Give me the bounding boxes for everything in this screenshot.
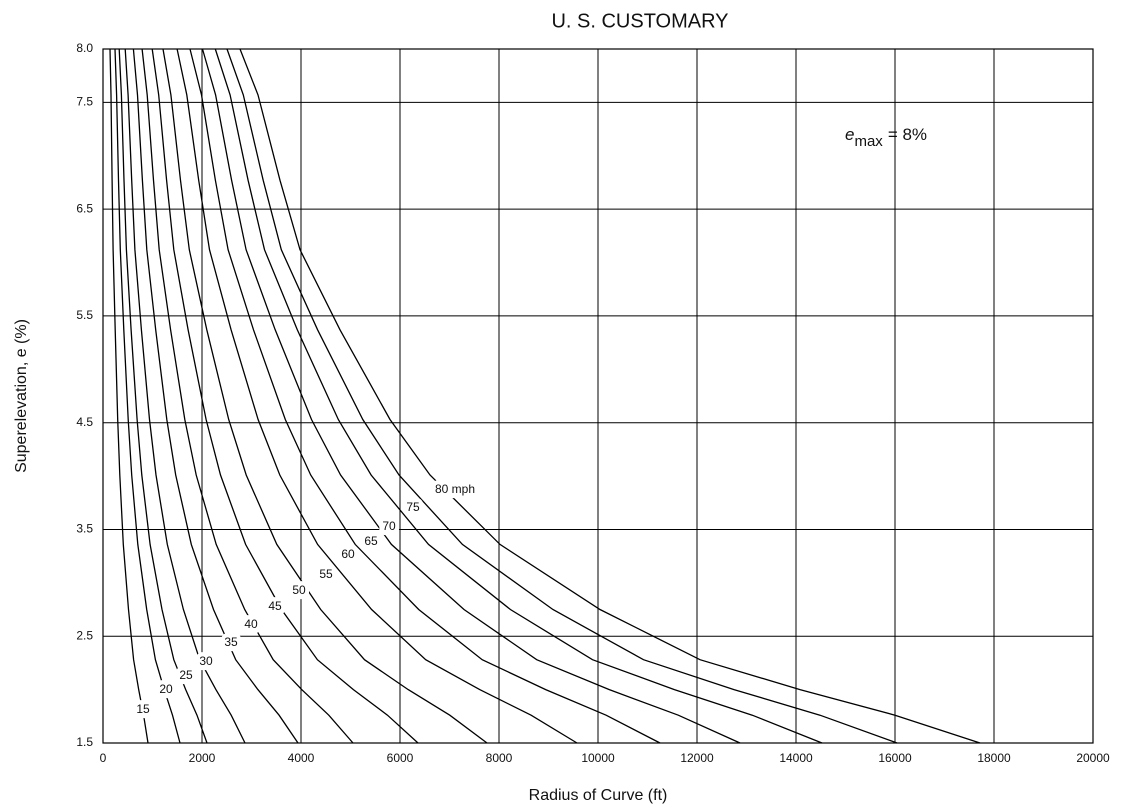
curve-label-bg: [133, 700, 153, 719]
curve-label: 80 mph: [435, 482, 475, 496]
curve-label: 35: [224, 635, 238, 649]
curve-label: 70: [382, 519, 396, 533]
y-tick-label: 1.5: [76, 735, 93, 749]
curve-label-bg: [316, 565, 336, 584]
plot-frame: [102, 48, 1094, 744]
curve-label-bg: [338, 545, 358, 564]
x-tick-label: 10000: [581, 751, 615, 765]
curve-label: 40: [244, 617, 258, 631]
annotation-symbol: e: [845, 125, 854, 144]
curve: [124, 48, 246, 744]
curve-label-bg: [431, 480, 479, 499]
y-axis-label: Superelevation, e (%): [13, 319, 30, 473]
curve: [141, 48, 354, 744]
curve-label: 25: [179, 668, 193, 682]
curve-label: 75: [406, 500, 420, 514]
y-tick-label: 6.5: [76, 201, 93, 215]
curve: [201, 48, 741, 744]
curve: [239, 48, 981, 744]
x-tick-label: 2000: [189, 751, 216, 765]
curve-label-bg: [361, 532, 381, 551]
curve-label: 30: [199, 654, 213, 668]
x-tick-label: 14000: [779, 751, 813, 765]
curve-label-bg: [156, 680, 176, 699]
curve-label: 20: [159, 682, 173, 696]
curve-label: 50: [292, 583, 306, 597]
curve-label: 55: [319, 567, 333, 581]
x-tick-label: 6000: [387, 751, 414, 765]
curve-label-bg: [176, 666, 196, 685]
curve-label-bg: [221, 633, 241, 652]
curve: [151, 48, 419, 744]
curve: [109, 48, 149, 744]
y-tick-label: 5.5: [76, 308, 93, 322]
x-tick-label: 8000: [486, 751, 513, 765]
curve-label: 45: [268, 599, 282, 613]
curve: [132, 48, 299, 744]
curve-label-bg: [403, 498, 423, 517]
y-tick-label: 4.5: [76, 415, 93, 429]
curve-label-bg: [379, 517, 399, 536]
y-tick-label: 2.5: [76, 628, 93, 642]
x-axis-label: Radius of Curve (ft): [529, 787, 668, 804]
chart-title: U. S. CUSTOMARY: [551, 10, 728, 32]
x-tick-label: 4000: [288, 751, 315, 765]
curve: [189, 48, 661, 744]
curve-label: 15: [136, 702, 150, 716]
curve: [162, 48, 488, 744]
curve: [214, 48, 823, 744]
curve: [118, 48, 208, 744]
y-tick-label: 7.5: [76, 95, 93, 109]
x-tick-label: 16000: [878, 751, 912, 765]
curve-label: 60: [341, 547, 355, 561]
x-tick-label: 12000: [680, 751, 714, 765]
annotation-text: = 8%: [888, 125, 927, 144]
x-tick-label: 18000: [977, 751, 1011, 765]
y-tick-label: 8.0: [76, 41, 93, 55]
curve-label: 65: [364, 534, 378, 548]
annotation-subscript: max: [854, 133, 883, 150]
curve: [176, 48, 578, 744]
curve-label-bg: [289, 581, 309, 600]
x-tick-label: 0: [100, 751, 107, 765]
x-tick-label: 20000: [1076, 751, 1110, 765]
y-tick-label: 3.5: [76, 522, 93, 536]
curve: [226, 48, 898, 744]
curve-label-bg: [241, 615, 261, 634]
annotation: emax = 8%: [845, 125, 927, 149]
curve-label-bg: [196, 652, 216, 671]
curve-label-bg: [265, 597, 285, 616]
